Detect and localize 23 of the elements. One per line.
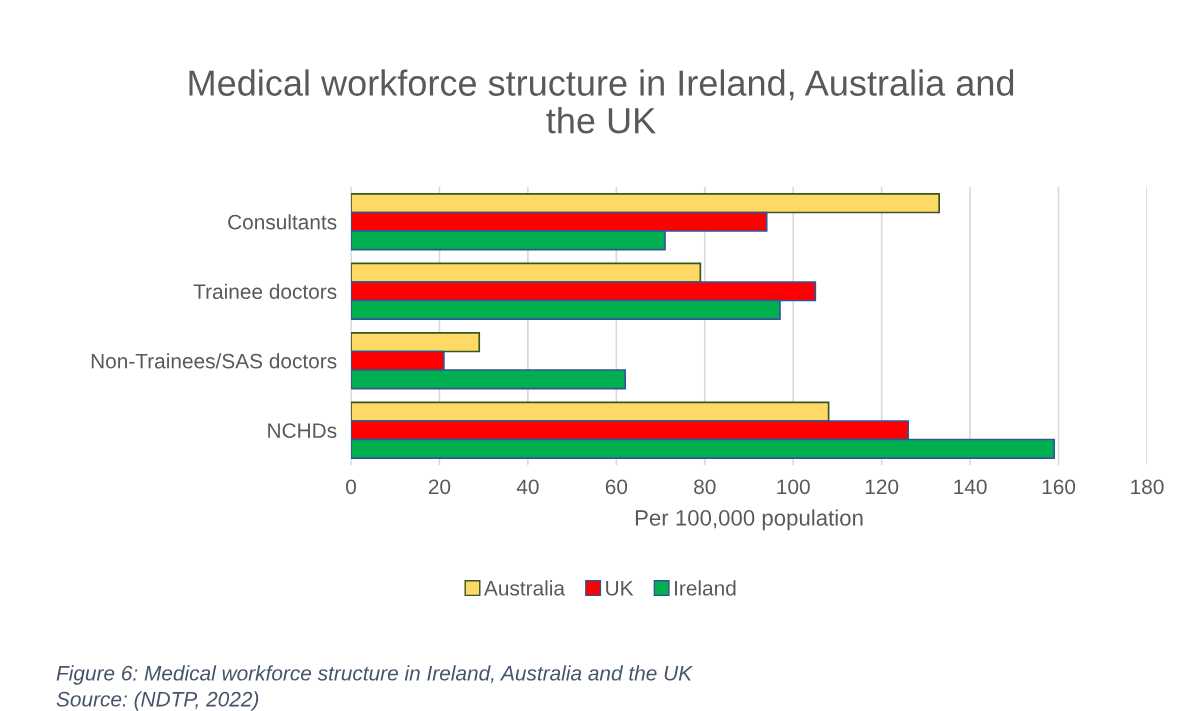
y-tick-label: Consultants (228, 214, 337, 230)
caption: Figure 6: Medical workforce structure in Ireland, Australia and the UK (56, 665, 693, 685)
chart-title: Medical workforce structure in Ireland, Australia and the UK (189, 69, 1014, 134)
x-tick-label: 120 (865, 479, 899, 495)
x-tick-label: 160 (1042, 479, 1076, 495)
x-tick-label: 100 (777, 479, 810, 495)
x-axis-title: Per 100,000 population (635, 509, 863, 531)
y-tick-label: Trainee doctors (193, 283, 337, 299)
source-note: Source: (NDTP, 2022) (56, 691, 259, 711)
legend-label: Ireland (675, 580, 736, 596)
x-tick-label: 80 (694, 479, 716, 495)
legend-label: Australia (483, 580, 565, 596)
bar (351, 332, 481, 353)
y-tick-label: Non-Trainees/SAS doctors (91, 353, 337, 369)
x-tick-label: 180 (1131, 479, 1164, 495)
x-tick-label: 20 (428, 479, 451, 495)
x-tick-label: 0 (346, 479, 356, 495)
bar (351, 193, 940, 214)
x-tick-label: 60 (605, 479, 628, 495)
legend-label: UK (606, 581, 634, 596)
y-tick-label: NCHDs (268, 423, 337, 438)
x-tick-label: 140 (954, 479, 987, 495)
x-tick-label: 40 (516, 479, 539, 495)
